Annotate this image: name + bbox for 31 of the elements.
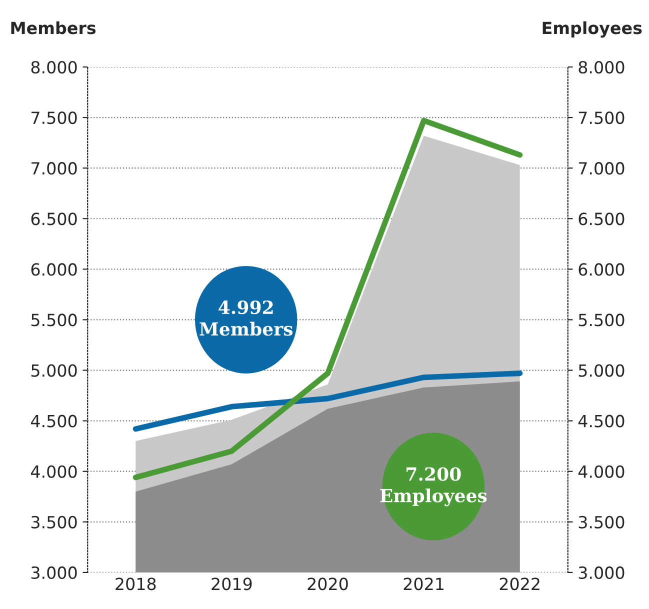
y-axis-title: Members xyxy=(11,21,96,34)
y-tick-label: 6.500 xyxy=(31,212,77,226)
y-tick-label: 7.500 xyxy=(32,112,77,124)
y-tick-label: 7.000 xyxy=(32,162,77,175)
y2-tick-label: 5.500 xyxy=(578,314,624,326)
y2-tick-label: 7.500 xyxy=(578,112,624,124)
x-tick-label: 2019 xyxy=(212,578,252,590)
y2-tick-label: 5.000 xyxy=(578,364,624,377)
y2-tick-label: 8.000 xyxy=(578,60,624,74)
x-tick-label: 2018 xyxy=(116,578,156,590)
y2-tick-label: 6.500 xyxy=(578,212,624,226)
y2-tick-label: 4.000 xyxy=(578,465,624,478)
y-tick-label: 4.500 xyxy=(30,414,77,428)
y2-tick-label: 3.000 xyxy=(578,566,624,580)
x-tick-label: 2022 xyxy=(500,578,540,590)
y-tick-label: 5.500 xyxy=(31,314,77,326)
y-tick-label: 5.000 xyxy=(31,364,77,377)
y2-axis-title: Employees xyxy=(542,21,642,38)
y-tick-label: 3.500 xyxy=(31,516,77,528)
y2-tick-label: 3.500 xyxy=(578,516,624,528)
y-tick-label: 6.000 xyxy=(31,263,77,276)
annotation: 4.992 Members xyxy=(200,300,293,336)
y2-tick-label: 6.000 xyxy=(578,263,624,276)
y-tick-label: 8.000 xyxy=(31,60,77,74)
x-tick-label: 2020 xyxy=(308,578,348,590)
y-tick-label: 3.000 xyxy=(31,566,77,580)
x-tick-label: 2021 xyxy=(404,578,444,590)
y2-tick-label: 4.500 xyxy=(578,414,624,428)
y-tick-label: 4.000 xyxy=(30,465,77,478)
y2-tick-label: 7.000 xyxy=(578,162,624,175)
annotation: 7.200 Employees xyxy=(380,467,487,506)
